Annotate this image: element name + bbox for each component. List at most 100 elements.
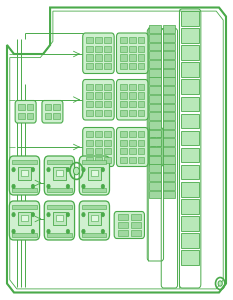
Bar <box>12 205 37 209</box>
Bar <box>120 148 127 154</box>
Circle shape <box>218 281 222 286</box>
Bar <box>82 233 106 237</box>
Circle shape <box>82 229 85 234</box>
Bar <box>181 165 199 179</box>
Bar <box>138 101 144 107</box>
Bar <box>149 69 161 76</box>
Bar <box>12 188 37 192</box>
Bar <box>120 84 127 90</box>
Bar <box>104 37 111 43</box>
Bar <box>138 131 144 137</box>
Bar <box>47 233 72 237</box>
Bar <box>54 113 60 119</box>
Bar <box>82 160 106 164</box>
Bar <box>129 55 136 61</box>
Bar <box>163 77 175 85</box>
Bar <box>18 104 25 110</box>
Bar <box>163 34 175 42</box>
Bar <box>12 233 37 237</box>
Bar <box>21 170 28 176</box>
Bar <box>163 164 175 172</box>
Bar <box>157 140 161 146</box>
Bar <box>163 112 175 120</box>
Bar <box>181 28 199 43</box>
Bar <box>181 11 199 26</box>
Bar <box>129 63 136 69</box>
Bar <box>163 60 175 68</box>
FancyBboxPatch shape <box>149 128 163 167</box>
Bar <box>138 37 144 43</box>
Bar <box>95 84 102 90</box>
Bar <box>151 131 155 137</box>
Bar <box>149 156 161 164</box>
Bar <box>181 62 199 77</box>
Bar <box>149 103 161 111</box>
Bar <box>129 157 136 163</box>
Bar <box>91 170 98 176</box>
Bar <box>18 212 31 225</box>
Circle shape <box>47 212 50 217</box>
Bar <box>120 55 127 61</box>
Bar <box>149 173 161 181</box>
Bar <box>118 222 128 228</box>
Bar <box>163 95 175 103</box>
Bar <box>86 84 93 90</box>
Bar <box>120 46 127 52</box>
Bar <box>149 34 161 42</box>
Circle shape <box>82 167 85 172</box>
Bar <box>131 222 141 228</box>
Bar <box>181 114 199 128</box>
Bar <box>95 37 102 43</box>
Bar <box>86 148 93 154</box>
Bar <box>129 101 136 107</box>
Bar <box>149 121 161 129</box>
Bar <box>86 157 93 163</box>
FancyBboxPatch shape <box>83 80 114 120</box>
Bar <box>149 25 161 33</box>
Bar <box>86 140 93 146</box>
Bar <box>86 110 93 116</box>
Bar <box>104 140 111 146</box>
FancyBboxPatch shape <box>44 201 75 240</box>
Circle shape <box>73 167 79 175</box>
Bar <box>104 110 111 116</box>
Circle shape <box>101 167 105 172</box>
Bar <box>181 199 199 214</box>
Bar <box>149 86 161 94</box>
Bar <box>104 157 111 163</box>
Bar <box>181 182 199 196</box>
Circle shape <box>47 167 50 172</box>
Bar <box>163 25 175 33</box>
Bar <box>95 110 102 116</box>
Circle shape <box>31 212 35 217</box>
Bar <box>149 51 161 59</box>
Bar <box>118 230 128 236</box>
Bar <box>86 46 93 52</box>
Bar <box>129 46 136 52</box>
FancyBboxPatch shape <box>15 100 36 123</box>
FancyBboxPatch shape <box>116 33 148 74</box>
Bar <box>95 46 102 52</box>
Circle shape <box>31 229 35 234</box>
Bar <box>138 148 144 154</box>
Bar <box>120 131 127 137</box>
Bar <box>163 147 175 155</box>
Bar <box>129 84 136 90</box>
Bar <box>181 97 199 111</box>
Bar <box>88 212 101 225</box>
Bar <box>95 92 102 98</box>
Bar <box>95 148 102 154</box>
Circle shape <box>31 184 35 189</box>
FancyBboxPatch shape <box>79 156 110 195</box>
Bar <box>129 131 136 137</box>
Bar <box>149 60 161 68</box>
Bar <box>163 121 175 129</box>
Bar <box>149 112 161 120</box>
FancyBboxPatch shape <box>9 156 40 195</box>
Bar <box>95 131 102 137</box>
Bar <box>181 45 199 60</box>
Bar <box>129 110 136 116</box>
Bar <box>163 190 175 198</box>
Bar <box>151 148 155 154</box>
Bar <box>138 63 144 69</box>
